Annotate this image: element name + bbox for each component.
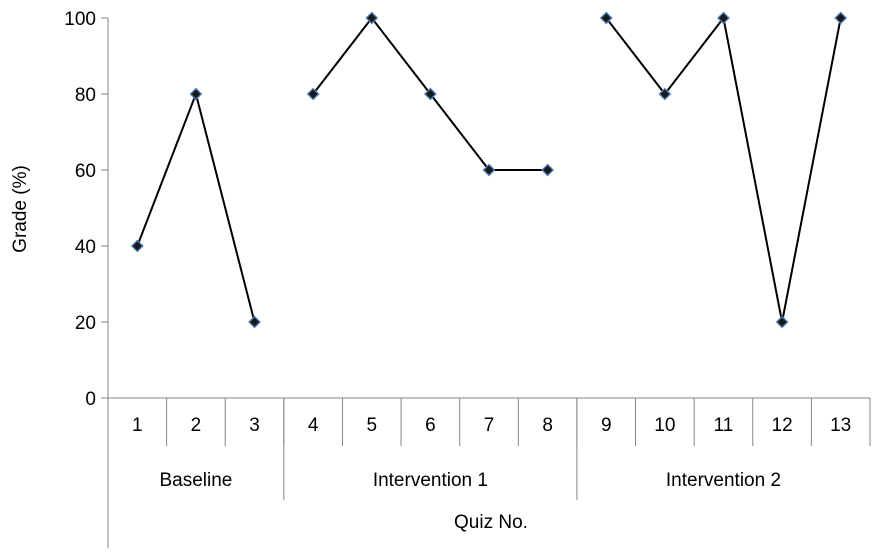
x-category-label: 3 — [249, 415, 260, 436]
data-point — [599, 11, 613, 25]
y-tick-label: 80 — [75, 85, 96, 106]
x-category-label: 5 — [366, 415, 377, 436]
y-tick-label: 20 — [75, 313, 96, 334]
series-line-segment — [605, 15, 842, 323]
x-category-label: 13 — [830, 415, 851, 436]
x-category-label: 9 — [601, 415, 612, 436]
data-point — [482, 163, 496, 177]
data-point — [365, 11, 379, 25]
data-point — [189, 87, 203, 101]
x-category-label: 1 — [132, 415, 143, 436]
y-axis-title: Grade (%) — [10, 165, 31, 253]
x-category-label: 4 — [308, 415, 319, 436]
y-tick-label: 40 — [75, 237, 96, 258]
x-axis-title: Quiz No. — [454, 512, 528, 533]
data-point — [306, 87, 320, 101]
data-point — [248, 315, 261, 329]
data-point — [541, 163, 555, 177]
x-category-labels: 1 2 3 4 5 6 7 8 9 10 11 12 13 — [132, 415, 851, 436]
data-point — [658, 87, 672, 101]
y-tick-label: 60 — [75, 161, 96, 182]
phase-label: Baseline — [159, 470, 232, 491]
x-category-label: 10 — [654, 415, 675, 436]
series-markers — [130, 11, 848, 329]
phase-label: Intervention 2 — [666, 470, 781, 491]
x-category-label: 7 — [484, 415, 495, 436]
phase-labels: Baseline Intervention 1 Intervention 2 — [159, 470, 781, 491]
y-tick-label: 0 — [85, 389, 96, 410]
x-category-label: 8 — [542, 415, 553, 436]
data-point — [834, 11, 848, 25]
y-tick-label: 100 — [64, 9, 96, 30]
data-point — [130, 239, 144, 253]
data-point — [775, 315, 789, 329]
y-tick-labels: 0 20 40 60 80 100 — [64, 9, 96, 410]
x-category-label: 2 — [191, 415, 202, 436]
x-category-label: 12 — [772, 415, 793, 436]
series-line-segment — [136, 90, 256, 323]
x-category-label: 11 — [714, 415, 734, 436]
data-point — [423, 87, 437, 101]
x-category-label: 6 — [425, 415, 436, 436]
chart-axes — [101, 17, 871, 548]
data-point — [717, 11, 730, 25]
phase-label: Intervention 1 — [373, 470, 488, 491]
